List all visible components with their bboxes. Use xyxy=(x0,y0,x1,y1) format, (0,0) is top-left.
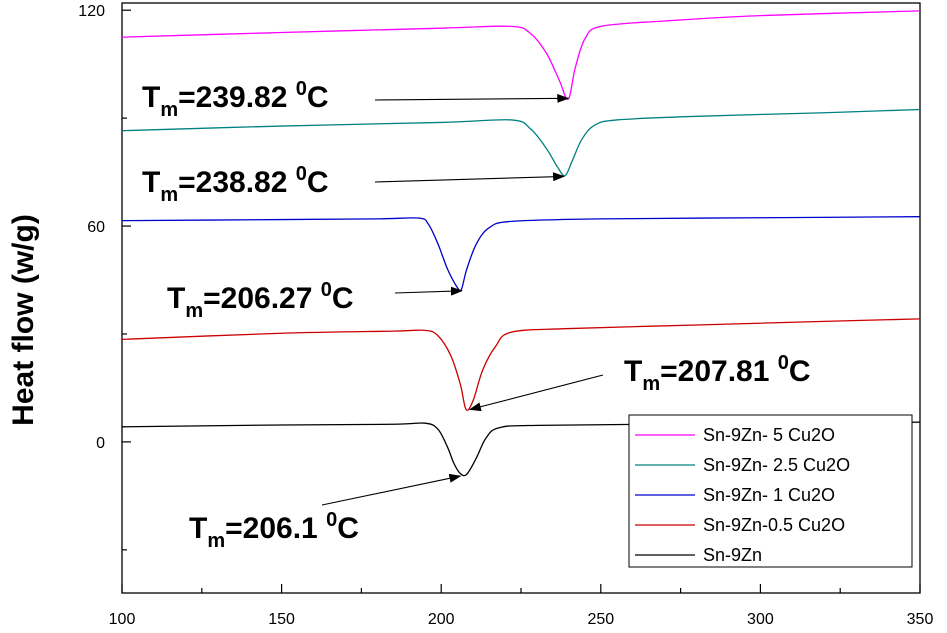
tm-symbol: T xyxy=(142,166,160,199)
annotation-arrow xyxy=(321,473,462,506)
x-tick-label: 100 xyxy=(109,611,136,628)
tm-symbol: T xyxy=(167,282,185,315)
annotation-arrow xyxy=(374,93,570,103)
annotation-arrow xyxy=(468,374,604,412)
unit-celsius: C xyxy=(337,512,359,545)
legend-item-label: Sn-9Zn-0.5 Cu2O xyxy=(703,515,845,535)
series-line-3 xyxy=(122,216,920,292)
x-tick-label: 250 xyxy=(587,611,614,628)
tm-annotation-label: Tm=238.82 0C xyxy=(142,163,329,206)
tm-annotation-label: Tm=239.82 0C xyxy=(142,78,329,121)
legend-item-label: Sn-9Zn xyxy=(703,545,762,565)
tm-annotation-label: Tm=206.27 0C xyxy=(167,279,354,322)
axes-frame: 100 150 200 250 300 350 0 60 120 xyxy=(78,2,934,628)
legend-box xyxy=(628,414,913,568)
x-tick-label: 200 xyxy=(428,611,455,628)
unit-celsius: C xyxy=(332,282,354,315)
unit-celsius: C xyxy=(307,166,329,199)
series-line-1 xyxy=(122,10,920,100)
tm-subscript: m xyxy=(642,373,660,395)
tm-symbol: T xyxy=(189,512,207,545)
y-tick-label: 120 xyxy=(78,3,105,20)
tm-subscript: m xyxy=(207,530,225,552)
tm-subscript: m xyxy=(160,184,178,206)
tm-value: =239.82 xyxy=(178,81,296,114)
y-tick-label: 60 xyxy=(87,219,105,236)
tm-value: =238.82 xyxy=(178,166,296,199)
tm-value: =207.81 xyxy=(660,355,778,388)
legend-item-label: Sn-9Zn- 1 Cu2O xyxy=(703,485,835,505)
annotation-arrow xyxy=(394,286,463,296)
x-tick-label: 300 xyxy=(747,611,774,628)
tm-symbol: T xyxy=(624,355,642,388)
tm-annotation-label: Tm=206.1 0C xyxy=(189,509,359,552)
legend-item-label: Sn-9Zn- 5 Cu2O xyxy=(703,425,835,445)
tm-value: =206.27 xyxy=(203,282,321,315)
tm-annotation-label: Tm=207.81 0C xyxy=(624,352,811,395)
tm-symbol: T xyxy=(142,81,160,114)
tm-subscript: m xyxy=(185,300,203,322)
x-tick-label: 150 xyxy=(268,611,295,628)
tm-value: =206.1 xyxy=(225,512,326,545)
degree-superscript: 0 xyxy=(296,78,307,100)
unit-celsius: C xyxy=(307,81,329,114)
degree-superscript: 0 xyxy=(321,279,332,301)
y-axis-label: Heat flow (w/g) xyxy=(7,214,40,426)
degree-superscript: 0 xyxy=(778,352,789,374)
legend-item-label: Sn-9Zn- 2.5 Cu2O xyxy=(703,455,850,475)
tm-subscript: m xyxy=(160,99,178,121)
legend: Sn-9Zn- 5 Cu2O Sn-9Zn- 2.5 Cu2O Sn-9Zn- 1 … xyxy=(628,414,913,568)
x-tick-label: 350 xyxy=(907,611,934,628)
annotation-arrow xyxy=(374,172,566,183)
unit-celsius: C xyxy=(789,355,811,388)
degree-superscript: 0 xyxy=(296,163,307,185)
y-tick-label: 0 xyxy=(96,435,105,452)
degree-superscript: 0 xyxy=(326,509,337,531)
